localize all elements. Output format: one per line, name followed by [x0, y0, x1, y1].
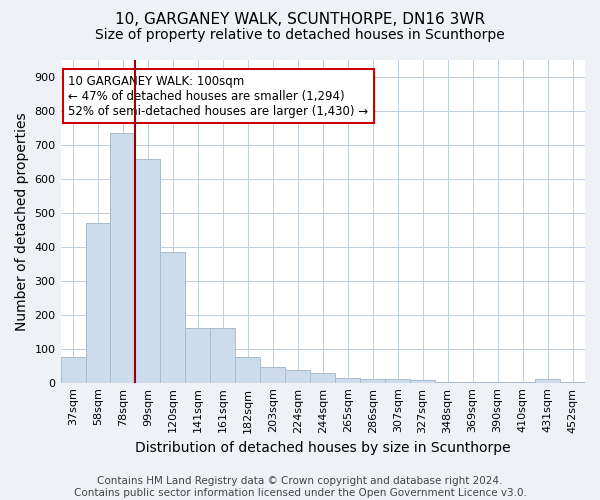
- X-axis label: Distribution of detached houses by size in Scunthorpe: Distribution of detached houses by size …: [135, 441, 511, 455]
- Bar: [61, 357, 86, 382]
- Bar: [360, 379, 385, 382]
- Bar: [110, 133, 136, 382]
- Bar: [310, 373, 335, 382]
- Bar: [286, 370, 310, 382]
- Text: 10 GARGANEY WALK: 100sqm
← 47% of detached houses are smaller (1,294)
52% of sem: 10 GARGANEY WALK: 100sqm ← 47% of detach…: [68, 74, 368, 118]
- Bar: [160, 252, 185, 382]
- Bar: [385, 379, 410, 382]
- Bar: [136, 158, 160, 382]
- Bar: [410, 380, 435, 382]
- Y-axis label: Number of detached properties: Number of detached properties: [15, 112, 29, 330]
- Bar: [185, 328, 211, 382]
- Bar: [260, 368, 286, 382]
- Bar: [235, 357, 260, 382]
- Text: Contains HM Land Registry data © Crown copyright and database right 2024.
Contai: Contains HM Land Registry data © Crown c…: [74, 476, 526, 498]
- Text: 10, GARGANEY WALK, SCUNTHORPE, DN16 3WR: 10, GARGANEY WALK, SCUNTHORPE, DN16 3WR: [115, 12, 485, 28]
- Bar: [335, 378, 360, 382]
- Text: Size of property relative to detached houses in Scunthorpe: Size of property relative to detached ho…: [95, 28, 505, 42]
- Bar: [535, 380, 560, 382]
- Bar: [211, 328, 235, 382]
- Bar: [86, 223, 110, 382]
